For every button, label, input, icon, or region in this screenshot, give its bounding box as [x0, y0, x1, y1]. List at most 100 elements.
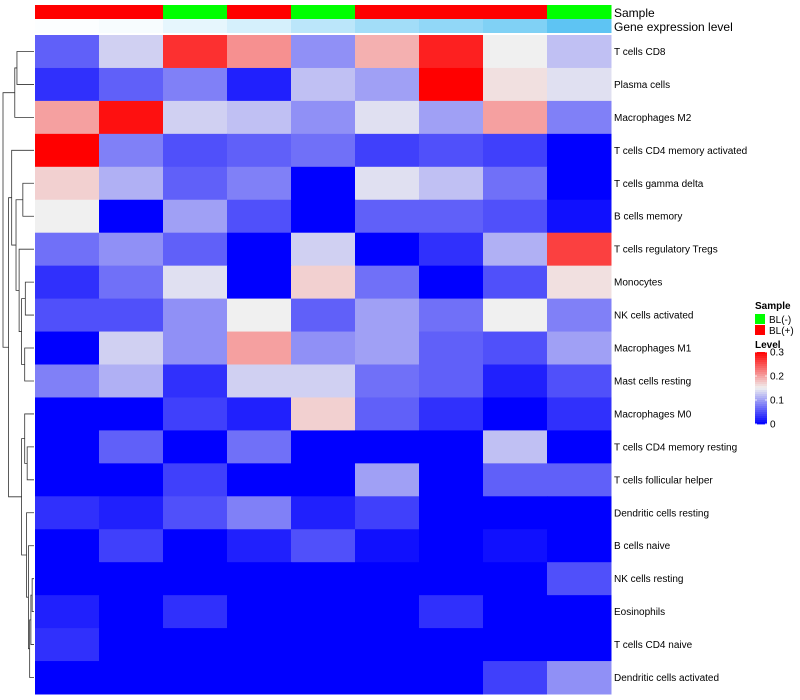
heatmap-cell [35, 199, 100, 234]
heatmap-cell [483, 496, 548, 530]
annotation-gene-cell [227, 19, 292, 33]
heatmap-cell [163, 232, 228, 267]
heatmap-cell [35, 661, 100, 695]
heatmap-cell [419, 397, 484, 431]
colorbar-segment [755, 380, 767, 383]
heatmap-cell [163, 100, 228, 135]
heatmap-cell [35, 562, 100, 596]
dendrogram-branch [24, 413, 34, 464]
row-label: Dendritic cells activated [614, 673, 719, 684]
colorbar-segment [755, 408, 767, 411]
heatmap-cell [547, 562, 612, 596]
heatmap-cell [419, 35, 484, 69]
heatmap-cell [291, 298, 356, 333]
row-dendrogram [2, 51, 34, 678]
heatmap-cell [547, 628, 612, 662]
heatmap-cell [419, 496, 484, 530]
heatmap-cell [227, 67, 292, 102]
row-label: T cells regulatory Tregs [614, 245, 718, 256]
heatmap-cell [227, 35, 292, 69]
heatmap-cell [291, 463, 356, 497]
dendrogram-branch [26, 512, 34, 598]
heatmap-cell [291, 397, 356, 431]
annotation-sample-cell [227, 5, 292, 19]
heatmap-cell [291, 562, 356, 596]
heatmap-cell [291, 331, 356, 365]
heatmap-cell [355, 661, 420, 695]
legend-sample-entries: BL(-)BL(+) [755, 314, 794, 337]
colorbar-tick-label: 0.1 [770, 396, 784, 407]
colorbar-segment [755, 356, 767, 359]
row-label: NK cells resting [614, 574, 683, 585]
heatmap-cell [99, 430, 164, 464]
colorbar-segment [755, 360, 767, 363]
annotation-gene-cell [291, 19, 356, 33]
heatmap-cell [483, 430, 548, 464]
colorbar-segment [755, 394, 767, 397]
heatmap-cell [291, 364, 356, 398]
heatmap-cell [163, 298, 228, 333]
heatmap-cell [35, 133, 100, 168]
colorbar-segment [755, 418, 767, 421]
heatmap-cell [483, 628, 548, 662]
colorbar-segment [755, 362, 767, 365]
row-label: T cells CD8 [614, 47, 666, 58]
row-label: Macrophages M1 [614, 344, 692, 355]
heatmap-cell [419, 298, 484, 333]
heatmap-cell [163, 35, 228, 69]
heatmap-cell [291, 628, 356, 662]
annotation-sample-cell [483, 5, 548, 19]
heatmap-cell [547, 35, 612, 69]
colorbar-segment [755, 364, 767, 367]
heatmap-cell [483, 331, 548, 365]
heatmap-cell [35, 463, 100, 497]
heatmap-cell [355, 562, 420, 596]
heatmap-cell [547, 496, 612, 530]
heatmap-cell [99, 496, 164, 530]
heatmap-cell [163, 199, 228, 234]
colorbar-segment [755, 370, 767, 373]
heatmap-cell [419, 364, 484, 398]
heatmap-cell [99, 397, 164, 431]
heatmap-cell [419, 430, 484, 464]
heatmap-cell [35, 298, 100, 333]
dendrogram-branch [2, 92, 15, 348]
legend-title-sample: Sample [755, 301, 791, 312]
legend-title-level: Level [755, 340, 781, 351]
annotation-sample-cell [291, 5, 356, 19]
heatmap-cell [163, 67, 228, 102]
dendrogram-branch [14, 67, 34, 118]
heatmap-cell [419, 628, 484, 662]
heatmap-cell [355, 232, 420, 267]
row-label: B cells memory [614, 212, 682, 223]
colorbar-segment [755, 410, 767, 413]
dendrogram-branch [26, 446, 34, 481]
heatmap-cell [547, 67, 612, 102]
dendrogram-branch [8, 197, 22, 498]
heatmap-cell [547, 364, 612, 398]
heatmap-cell [35, 496, 100, 530]
colorbar-segment [755, 412, 767, 415]
heatmap-cell [227, 100, 292, 135]
heatmap-cell [419, 595, 484, 629]
row-label: T cells CD4 memory resting [614, 442, 737, 453]
heatmap-cell [419, 529, 484, 563]
heatmap-cell [483, 67, 548, 102]
annotation-gene-cell [35, 19, 100, 33]
heatmap-cell [483, 529, 548, 563]
heatmap-cell [355, 133, 420, 168]
heatmap-cell [419, 331, 484, 365]
row-label: Mast cells resting [614, 376, 691, 387]
heatmap-cell [163, 397, 228, 431]
row-labels: T cells CD8 Plasma cells Macrophages M2 T c… [614, 47, 747, 684]
heatmap-cell [547, 331, 612, 365]
heatmap-cell [35, 100, 100, 135]
heatmap-cell [99, 298, 164, 333]
heatmap-cell [163, 265, 228, 300]
heatmap-cell [35, 331, 100, 365]
heatmap-cell [163, 496, 228, 530]
heatmap-cell [483, 397, 548, 431]
row-label: NK cells activated [614, 311, 693, 322]
row-label: T cells CD4 naive [614, 640, 693, 651]
colorbar-segment [755, 420, 767, 423]
